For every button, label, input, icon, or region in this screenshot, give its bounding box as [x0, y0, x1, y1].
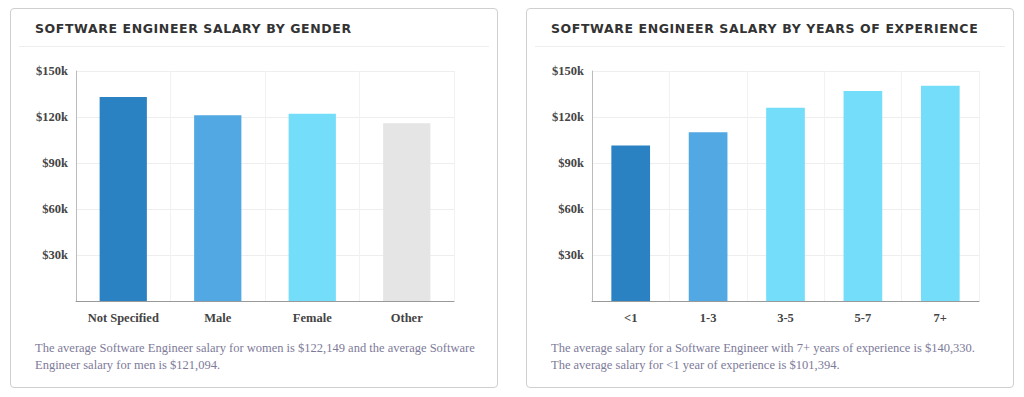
svg-text:1-3: 1-3	[700, 311, 717, 325]
html-text:The average salary for a Softw: The average salary for a Software Engine…	[551, 341, 975, 372]
html-text:SOFTWARE ENGINEER SALARY BY GE: SOFTWARE ENGINEER SALARY BY GENDER	[35, 21, 352, 36]
svg-text:7+: 7+	[934, 311, 947, 325]
html-text:The average Software Engineer: The average Software Engineer salary for…	[35, 341, 475, 372]
svg-text:$120k: $120k	[36, 110, 68, 124]
svg-text:$150k: $150k	[36, 64, 68, 78]
html-text:SOFTWARE ENGINEER SALARY BY YE: SOFTWARE ENGINEER SALARY BY YEARS OF EXP…	[551, 21, 979, 36]
svg-text:Female: Female	[293, 311, 332, 325]
svg-text:$30k: $30k	[42, 248, 68, 262]
svg-text:$150k: $150k	[552, 64, 584, 78]
svg-text:$90k: $90k	[42, 156, 68, 170]
svg-text:$90k: $90k	[558, 156, 584, 170]
svg-text:Not Specified: Not Specified	[88, 311, 159, 325]
svg-text:$120k: $120k	[552, 110, 584, 124]
svg-text:$60k: $60k	[558, 202, 584, 216]
svg-text:$60k: $60k	[42, 202, 68, 216]
svg-text:3-5: 3-5	[777, 311, 794, 325]
svg-text:$30k: $30k	[558, 248, 584, 262]
svg-text:5-7: 5-7	[855, 311, 872, 325]
svg-text:Male: Male	[204, 311, 232, 325]
svg-text:Other: Other	[391, 311, 423, 325]
svg-text:<1: <1	[624, 311, 637, 325]
